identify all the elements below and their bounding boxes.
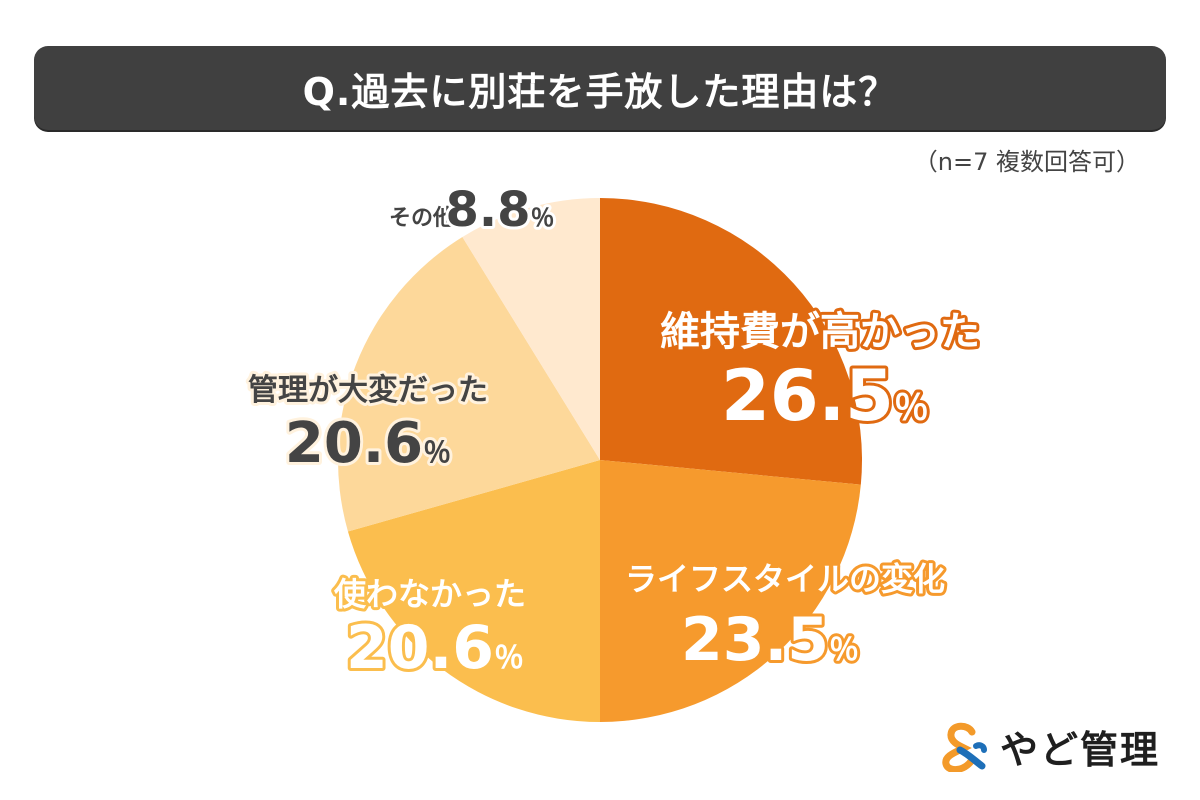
percent-unit: ％ [531,204,555,232]
pie-slice-4 [338,237,600,532]
chart-title: Q.過去に別荘を手放した理由は？ [302,69,898,114]
pie-slice-1 [600,198,862,485]
ampersand-logo-icon [942,722,987,772]
slice-value-3: 20.6％ [346,613,524,683]
slice-value-4: 20.6％ [285,411,451,476]
percent-unit: ％ [423,436,451,469]
pie-slice-5 [462,198,600,460]
sample-note: （n=7 複数回答可） [913,148,1140,176]
percent-unit: ％ [494,641,524,676]
title-bar: Q.過去に別荘を手放した理由は？ [34,46,1166,130]
percent-unit: ％ [894,389,929,429]
slice-value-5: 8.8％ [445,182,554,238]
slice-label-3: 使わなかった [333,575,526,613]
brand-logo: やど管理 [938,718,1160,774]
pie-slice-2 [600,460,861,722]
slice-value-2: 23.5％ [681,605,859,675]
percent-unit: ％ [829,633,859,668]
slice-label-1: 維持費が高かった [660,309,980,355]
pie-slice-3 [347,460,600,722]
slice-value-1: 26.5％ [721,355,929,437]
slice-label-2: ライフスタイルの変化 [625,560,945,598]
logo-text: やど管理 [999,727,1160,772]
slice-label-4: 管理が大変だった [248,373,488,408]
slice-label-5: その他 [389,206,455,231]
